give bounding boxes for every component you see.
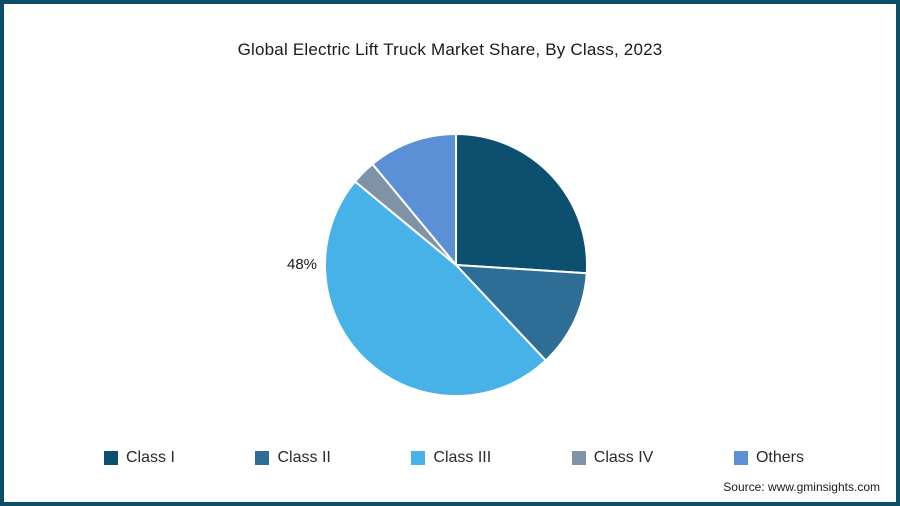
pie-slice-others — [371, 133, 457, 266]
legend: Class I Class II Class III Class IV Othe… — [104, 449, 804, 467]
pie-slice-class-ii — [455, 264, 588, 362]
legend-swatch-class-i — [104, 451, 118, 465]
legend-swatch-class-iii — [411, 451, 426, 465]
legend-label-others: Others — [755, 449, 804, 466]
slice-label-class-iii: 48% — [287, 256, 318, 273]
pie-slice-class-iii — [324, 180, 547, 397]
legend-label-class-iv: Class IV — [593, 449, 654, 466]
legend-item-class-i: Class I — [104, 449, 175, 467]
legend-swatch-others — [733, 451, 748, 465]
legend-label-class-iii: Class III — [433, 449, 492, 466]
legend-swatch-class-ii — [255, 451, 270, 465]
legend-swatch-class-iv — [571, 451, 586, 465]
legend-label-class-i: Class I — [126, 449, 175, 466]
source-note: Source: www.gminsights.com — [723, 480, 880, 494]
legend-item-class-iv: Class IV — [571, 449, 654, 467]
chart-title: Global Electric Lift Truck Market Share,… — [237, 40, 663, 59]
pie-slice-class-i — [455, 133, 588, 275]
pie-chart — [324, 133, 588, 397]
legend-item-class-ii: Class II — [255, 449, 331, 467]
legend-item-class-iii: Class III — [411, 449, 491, 467]
legend-item-others: Others — [733, 449, 804, 467]
legend-label-class-ii: Class II — [277, 449, 331, 466]
